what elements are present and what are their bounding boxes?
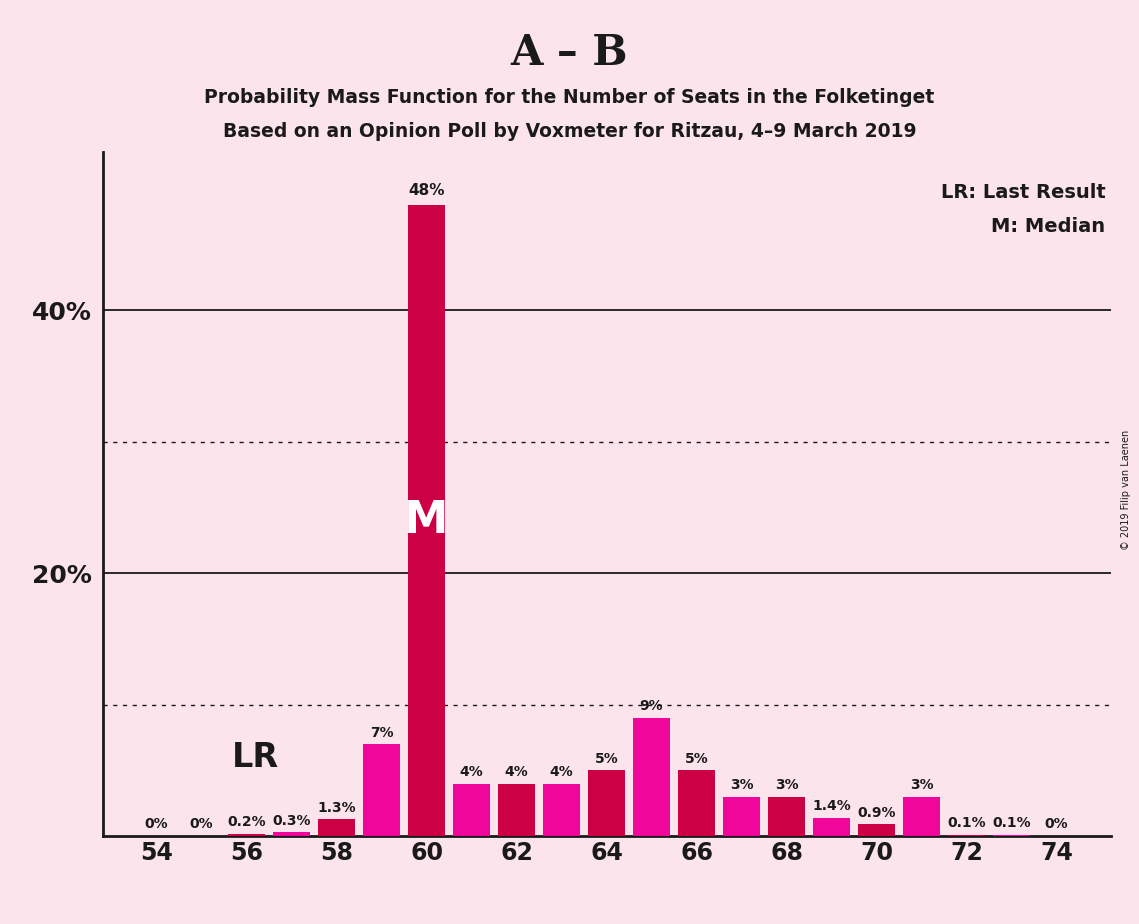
Text: 1.4%: 1.4% [812,799,851,813]
Text: 0.3%: 0.3% [272,814,311,828]
Bar [228,833,265,836]
Bar [273,833,310,836]
Bar [453,784,490,836]
Bar [903,796,940,836]
Bar [768,796,805,836]
Text: 9%: 9% [640,699,663,713]
Text: 4%: 4% [505,765,528,779]
Bar [408,205,445,836]
Text: LR: LR [232,741,279,773]
Text: 0.2%: 0.2% [227,815,265,829]
Text: 5%: 5% [595,752,618,766]
Bar [363,744,400,836]
Text: Probability Mass Function for the Number of Seats in the Folketinget: Probability Mass Function for the Number… [204,88,935,107]
Text: A – B: A – B [510,32,629,74]
Text: 3%: 3% [910,778,933,792]
Bar [633,718,670,836]
Text: 1.3%: 1.3% [317,800,355,815]
Bar [498,784,535,836]
Text: 0%: 0% [145,817,169,831]
Text: 0.1%: 0.1% [992,816,1031,831]
Bar [813,818,850,836]
Text: 7%: 7% [370,725,393,739]
Bar [948,835,985,836]
Bar [993,835,1030,836]
Text: 0%: 0% [1044,817,1068,831]
Text: Based on an Opinion Poll by Voxmeter for Ritzau, 4–9 March 2019: Based on an Opinion Poll by Voxmeter for… [223,122,916,141]
Text: 48%: 48% [408,184,444,199]
Text: 0.9%: 0.9% [858,806,895,820]
Bar [543,784,580,836]
Bar [723,796,760,836]
Text: 0%: 0% [190,817,213,831]
Text: 0.1%: 0.1% [948,816,986,831]
Text: 5%: 5% [685,752,708,766]
Bar [678,771,715,836]
Text: 3%: 3% [730,778,753,792]
Text: M: Median: M: Median [991,217,1106,237]
Text: © 2019 Filip van Laenen: © 2019 Filip van Laenen [1121,430,1131,550]
Text: 3%: 3% [775,778,798,792]
Bar [858,824,895,836]
Bar [318,820,355,836]
Bar [588,771,625,836]
Text: M: M [404,499,449,542]
Text: LR: Last Result: LR: Last Result [941,183,1106,202]
Text: 4%: 4% [550,765,573,779]
Text: 4%: 4% [460,765,483,779]
